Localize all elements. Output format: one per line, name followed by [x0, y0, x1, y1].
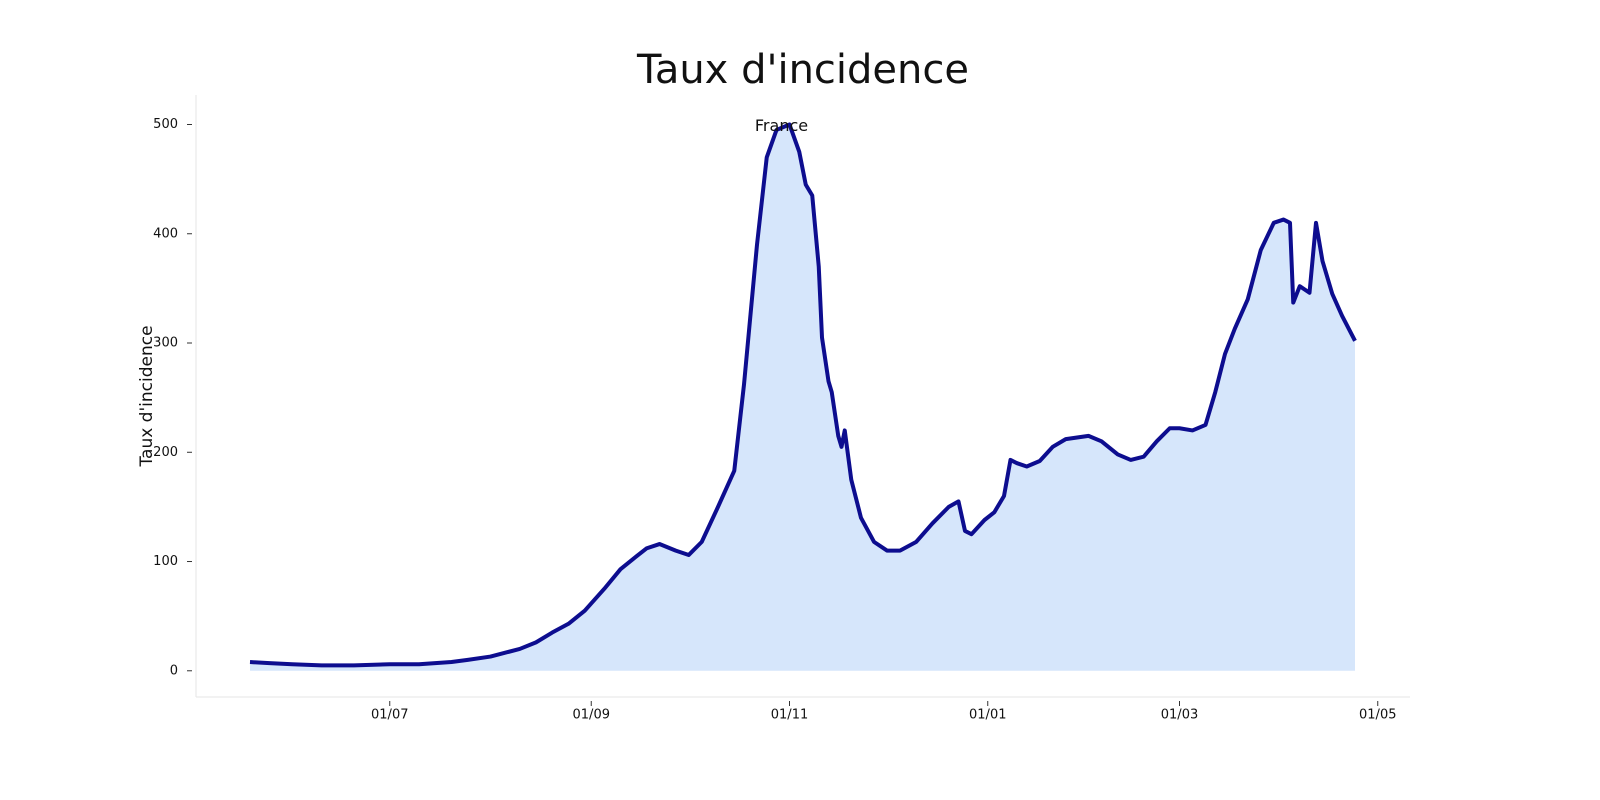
x-tick-label: 01/07	[371, 708, 408, 723]
y-axis-label: Taux d'incidence	[137, 325, 157, 467]
y-tick-label: 100	[153, 554, 178, 569]
y-tick-label: 0	[170, 663, 178, 678]
y-tick-label: 300	[153, 336, 178, 351]
y-tick-label: 500	[153, 117, 178, 132]
x-tick-label: 01/03	[1161, 708, 1198, 723]
area	[250, 124, 1355, 671]
y-tick-label: 400	[153, 226, 178, 241]
x-tick-label: 01/09	[573, 708, 610, 723]
y-tick-label: 200	[153, 445, 178, 460]
x-tick-label: 01/01	[969, 708, 1006, 723]
x-tick-label: 01/11	[771, 708, 808, 723]
x-tick-label: 01/05	[1359, 708, 1396, 723]
chart-title: Taux d'incidence	[636, 47, 969, 93]
line	[249, 122, 1357, 668]
annotation: France	[755, 116, 808, 135]
